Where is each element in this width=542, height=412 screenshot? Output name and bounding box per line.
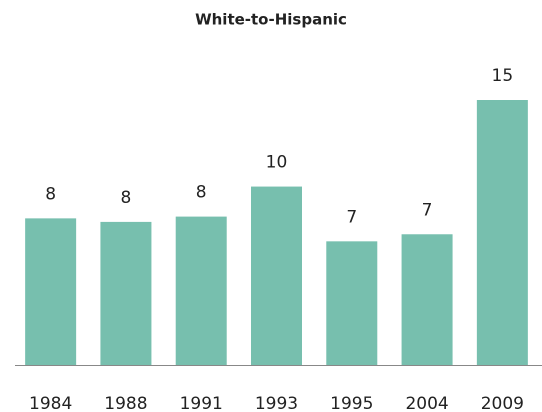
value-label: 8 (196, 183, 207, 203)
x-tick-label: 1995 (330, 394, 373, 412)
x-tick-label: 1993 (255, 394, 298, 412)
bar (251, 186, 302, 365)
bar (25, 218, 77, 365)
x-tick-label: 1988 (104, 394, 147, 412)
value-label: 8 (121, 188, 132, 208)
x-tick-label: 1984 (29, 394, 72, 412)
x-tick-label: 1991 (180, 394, 223, 412)
chart-title: White-to-Hispanic (195, 11, 347, 29)
bar (175, 216, 227, 365)
value-label: 7 (346, 207, 357, 227)
x-tick-label: 2009 (481, 394, 524, 412)
value-label: 7 (422, 200, 433, 220)
value-label: 8 (45, 184, 56, 204)
bar (476, 100, 528, 365)
x-tick-label: 2004 (405, 394, 448, 412)
bar (100, 221, 152, 365)
value-label: 10 (266, 153, 288, 173)
value-label: 15 (492, 66, 514, 86)
bar (326, 241, 378, 365)
bar (401, 234, 453, 365)
